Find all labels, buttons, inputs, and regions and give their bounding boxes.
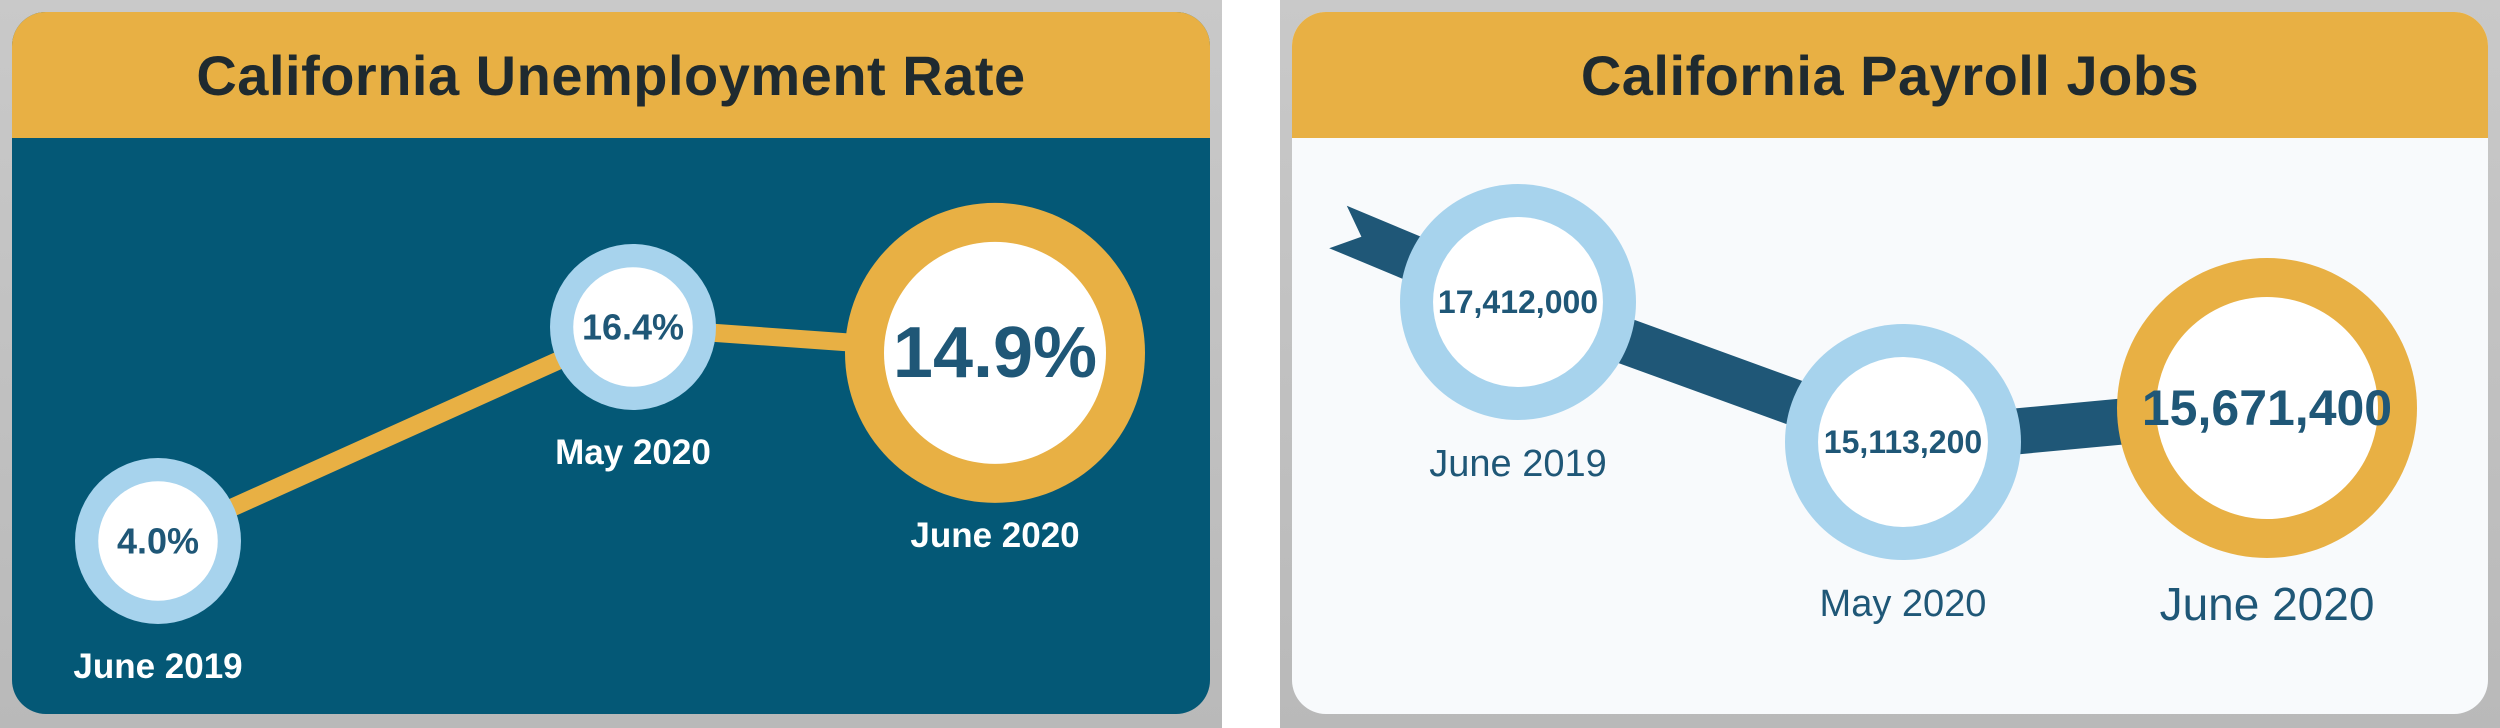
unemployment-x-label-june-2019: June 2019 [73, 647, 242, 686]
unemployment-inner-may-2020 [573, 267, 693, 387]
unemployment-title-bar: California Unemployment Rate [12, 12, 1210, 138]
payroll-inner-june-2019 [1433, 217, 1603, 387]
payroll-title-bar: California Payroll Jobs [1292, 12, 2488, 138]
payroll-value-june-2020: 15,671,400 [2142, 380, 2392, 436]
unemployment-inner-june-2019 [98, 481, 218, 601]
unemployment-rate-chart: 4.0% June 2019 16.4% May 2020 14.9% June 2020 [73, 202, 1145, 686]
payroll-jobs-card: California Payroll Jobs 17,412,000 June 2… [1292, 12, 2488, 714]
payroll-inner-june-2020 [2156, 297, 2378, 520]
unemployment-x-label-june-2020: June 2020 [910, 516, 1079, 555]
unemployment-inner-june-2020 [884, 241, 1106, 464]
unemployment-value-june-2020: 14.9% [893, 313, 1097, 393]
unemployment-value-may-2020: 16.4% [582, 307, 684, 348]
unemployment-rate-card: California Unemployment Rate 4.0% June 20… [12, 12, 1210, 714]
payroll-inner-may-2020 [1818, 357, 1988, 527]
unemployment-chart-title: California Unemployment Rate [196, 43, 1026, 107]
payroll-chart-title: California Payroll Jobs [1580, 43, 2200, 107]
payroll-x-label-june-2020: June 2020 [2160, 578, 2375, 630]
unemployment-arrow-segment [169, 330, 616, 543]
payroll-x-label-may-2020: May 2020 [1820, 583, 1987, 625]
unemployment-value-june-2019: 4.0% [117, 521, 199, 562]
payroll-value-may-2020: 15,113,200 [1824, 424, 1982, 460]
unemployment-x-label-may-2020: May 2020 [555, 433, 711, 472]
payroll-x-label-june-2019: June 2019 [1429, 443, 1607, 485]
payroll-value-june-2019: 17,412,000 [1438, 284, 1598, 320]
payroll-jobs-chart: 17,412,000 June 2019 15,113,200 May 2020 15,… [1329, 184, 2417, 630]
